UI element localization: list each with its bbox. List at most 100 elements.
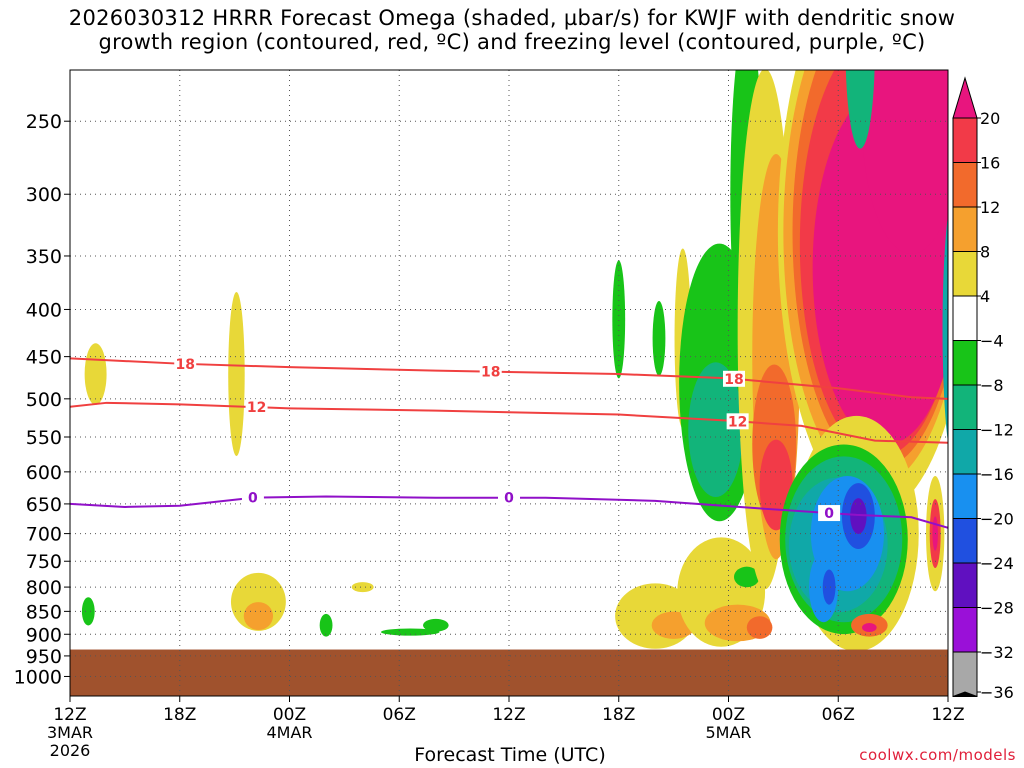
colorbar-swatch-7 (952, 384, 978, 430)
contour-label-iso-0: 0 (504, 491, 514, 507)
colorbar-label-11: −28 (980, 599, 1014, 618)
y-tick-label-650: 650 (26, 494, 62, 516)
colorbar-swatch-6 (952, 340, 978, 386)
contour-iso-0 (70, 495, 948, 529)
contour-iso-12 (70, 401, 948, 444)
colorbar-label-4: 4 (980, 287, 990, 306)
contour-label-bg-7 (818, 505, 841, 522)
omega-region-40 (850, 498, 867, 534)
title-line-2: growth region (contoured, red, ºC) and f… (98, 30, 926, 54)
omega-region-9 (612, 260, 626, 379)
y-tick-label-450: 450 (26, 347, 62, 369)
omega-region-17 (733, 566, 760, 588)
colorbar-swatch-top (952, 76, 978, 119)
y-tick-label-400: 400 (26, 299, 62, 321)
colorbar-label-12: −32 (980, 643, 1014, 662)
y-axis: 2503003504004505005506006507007508008509… (14, 111, 70, 688)
contour-label-bg-3 (245, 399, 268, 416)
x-tick-label-2: 00Z (273, 705, 306, 725)
omega-region-5 (81, 597, 95, 626)
omega-region-1 (228, 291, 245, 457)
credit-link[interactable]: coolwx.com/models (859, 746, 1016, 764)
contour-label-bg-0 (174, 355, 197, 372)
contour-label-bg-4 (726, 413, 749, 430)
colorbar-swatch-1 (952, 117, 978, 163)
omega-region-10 (652, 301, 666, 376)
colorbar-label-2: 12 (980, 198, 1000, 217)
y-tick-label-550: 550 (26, 427, 62, 449)
omega-shading (70, 70, 948, 696)
omega-region-41 (822, 569, 836, 605)
contour-label-iso-18: 18 (175, 357, 194, 373)
omega-region-16 (746, 616, 773, 639)
chart-title: 2026030312 HRRR Forecast Omega (shaded, … (0, 6, 1024, 54)
omega-region-30 (862, 70, 948, 254)
x-date-label-0: 3MAR (47, 723, 93, 742)
y-tick-label-950: 950 (26, 646, 62, 668)
y-tick-label-250: 250 (26, 111, 62, 133)
omega-region-47 (942, 215, 948, 443)
omega-region-3 (243, 602, 274, 631)
colorbar-swatch-3 (952, 206, 978, 252)
y-tick-label-350: 350 (26, 246, 62, 268)
contour-label-bg-1 (479, 363, 502, 380)
colorbar-swatch-10 (952, 518, 978, 564)
y-tick-label-800: 800 (26, 577, 62, 599)
contour-label-bg-2 (722, 370, 745, 387)
colorbar-swatch-12 (952, 607, 978, 653)
contour-label-iso-18: 18 (724, 372, 743, 388)
temperature-contours: 18 18 18 12 12 0 0 0 (70, 355, 948, 529)
contour-label-iso-0: 0 (824, 506, 834, 522)
colorbar-swatch-8 (952, 429, 978, 475)
contour-label-bg-6 (498, 489, 520, 506)
contour-label-bg-5 (241, 489, 264, 506)
colorbar-label-10: −24 (980, 554, 1014, 573)
colorbar: 20 16 12 8 4 −4 −8 −12 −16 −20 −24 −28 −32 −36 (952, 76, 1014, 702)
colorbar-swatch-bottom (952, 691, 978, 697)
y-tick-label-850: 850 (26, 601, 62, 623)
terrain-mask (70, 649, 948, 696)
omega-region-4 (351, 582, 374, 593)
colorbar-label-8: −16 (980, 465, 1014, 484)
omega-region-20 (688, 362, 744, 498)
x-tick-label-1: 18Z (163, 705, 196, 725)
colorbar-swatch-9 (952, 473, 978, 519)
contour-iso-18 (70, 357, 948, 400)
x-axis-title: Forecast Time (UTC) (414, 744, 606, 766)
colorbar-label-5: −4 (980, 332, 1004, 351)
colorbar-swatch-2 (952, 162, 978, 208)
x-tick-label-0: 12Z (53, 705, 86, 725)
contour-label-iso-12: 12 (247, 400, 266, 416)
contour-label-iso-0: 0 (248, 491, 258, 507)
omega-region-6 (319, 613, 333, 637)
contour-label-iso-12: 12 (728, 414, 747, 430)
colorbar-swatch-11 (952, 562, 978, 608)
omega-region-32 (845, 70, 875, 149)
y-tick-label-300: 300 (26, 184, 62, 206)
x-tick-label-7: 06Z (822, 705, 855, 725)
x-date-label-6: 5MAR (705, 723, 751, 742)
y-tick-label-1000: 1000 (14, 666, 62, 688)
y-tick-label-700: 700 (26, 524, 62, 546)
y-tick-label-500: 500 (26, 389, 62, 411)
x-tick-label-3: 06Z (383, 705, 416, 725)
x-year-label-0: 2026 (50, 741, 91, 760)
contour-label-iso-18: 18 (481, 365, 500, 381)
colorbar-label-9: −20 (980, 510, 1014, 529)
omega-region-43 (862, 622, 877, 633)
colorbar-label-6: −8 (980, 376, 1004, 395)
title-line-1: 2026030312 HRRR Forecast Omega (shaded, … (68, 6, 956, 30)
colorbar-swatch-13 (952, 651, 978, 697)
y-tick-label-750: 750 (26, 551, 62, 573)
y-tick-label-600: 600 (26, 462, 62, 484)
x-tick-label-8: 12Z (931, 705, 964, 725)
omega-region-8 (423, 618, 449, 632)
colorbar-swatch-5 (952, 295, 978, 341)
y-tick-label-900: 900 (26, 624, 62, 646)
colorbar-label-7: −12 (980, 421, 1014, 440)
colorbar-label-0: 20 (980, 109, 1000, 128)
colorbar-label-13: −36 (980, 683, 1014, 702)
colorbar-swatch-4 (952, 251, 978, 297)
